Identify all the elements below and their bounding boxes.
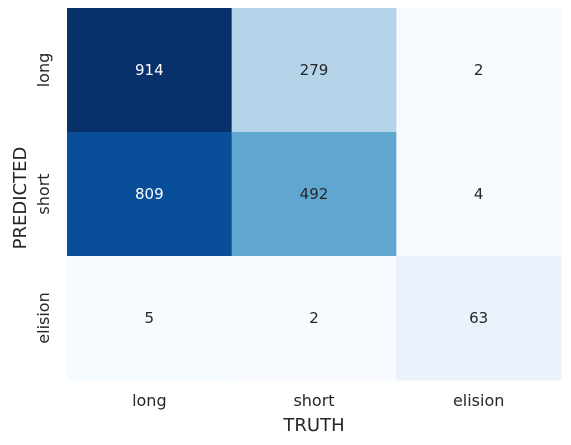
y-tick-short: short <box>34 173 53 214</box>
cell-value-elision-elision: 63 <box>469 309 488 327</box>
heatmap-cell-long-elision <box>396 8 562 133</box>
heatmap-cells <box>67 8 562 381</box>
y-tick-elision: elision <box>34 292 53 343</box>
heatmap-cell-elision-elision <box>396 256 562 381</box>
heatmap-cell-short-short <box>231 132 397 257</box>
x-tick-labels: long short elision <box>132 391 504 410</box>
heatmap-cell-elision-short <box>231 256 397 381</box>
heatmap-cell-long-long <box>67 8 233 133</box>
cell-value-long-short: 279 <box>300 61 329 79</box>
x-tick-elision: elision <box>453 391 504 410</box>
cell-value-short-short: 492 <box>300 185 329 203</box>
heatmap-cell-elision-long <box>67 256 233 381</box>
cell-value-elision-long: 5 <box>145 309 155 327</box>
cell-value-short-elision: 4 <box>474 185 484 203</box>
x-axis-label: TRUTH <box>282 415 344 436</box>
cell-value-short-long: 809 <box>135 185 164 203</box>
cell-value-elision-short: 2 <box>309 309 319 327</box>
heatmap-cell-long-short <box>231 8 397 133</box>
x-tick-short: short <box>293 391 334 410</box>
x-tick-long: long <box>132 391 167 410</box>
cell-annotations: 914 279 2 809 492 4 5 2 63 <box>135 61 488 327</box>
heatmap-cell-short-elision <box>396 132 562 257</box>
y-tick-labels: long short elision <box>34 53 53 344</box>
cell-value-long-elision: 2 <box>474 61 484 79</box>
cell-value-long-long: 914 <box>135 61 164 79</box>
heatmap-cell-short-long <box>67 132 233 257</box>
y-tick-long: long <box>34 53 53 88</box>
y-axis-label: PREDICTED <box>10 147 31 250</box>
